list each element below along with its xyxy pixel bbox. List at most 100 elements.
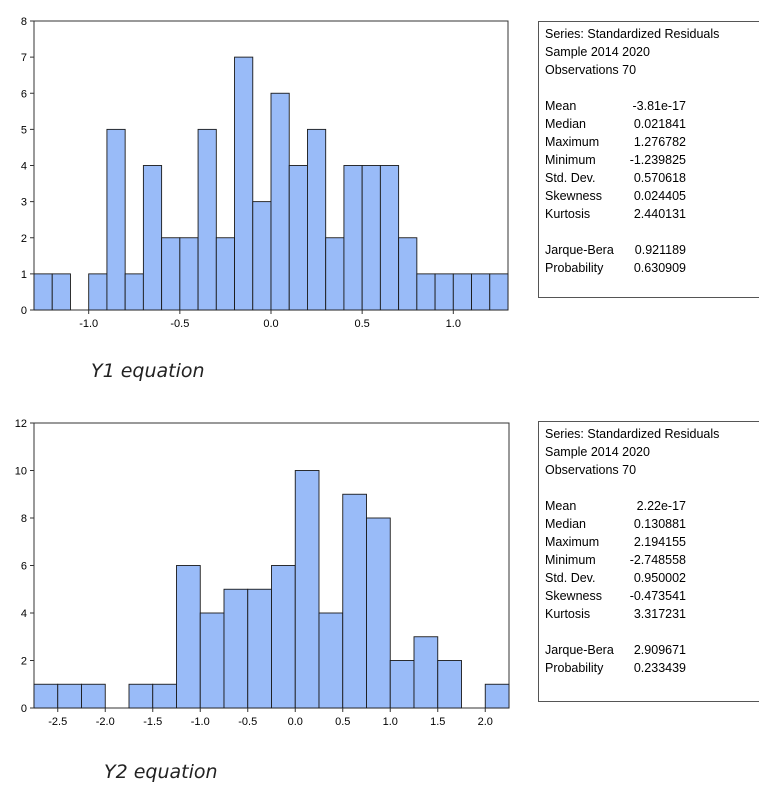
y-tick-label: 10 [15,466,27,478]
x-tick-label: -1.0 [79,318,98,330]
observations-count: Observations 70 [545,63,637,77]
histogram-bar [416,273,436,311]
stat-label: Kurtosis [545,607,591,621]
stat-label: Probability [545,261,604,275]
histogram-bar [252,201,272,311]
stat-label: Maximum [545,535,600,549]
histogram-bar [81,683,106,709]
x-tick-label: 1.0 [383,716,398,728]
x-tick-label: 0.0 [263,318,278,330]
residuals-panel-y2: 0 2 4 6 8 10 12 -2.5 -2.0 -1.5 -1.0 -0.5 0.0 0.5 1.0 1.… [0,392,759,785]
stat-row-std-dev: Std. Dev. 0.950002 [545,569,759,587]
stat-value: -2.748558 [629,553,686,567]
x-tick-label: -2.5 [48,716,67,728]
x-tick-label: 0.5 [335,716,350,728]
stat-value: 2.22e-17 [636,499,686,513]
histogram-bar [33,683,59,709]
histogram-bar [33,273,53,311]
stat-row-jarque-bera: Jarque-Bera 0.921189 [545,241,759,259]
histogram-bar [489,273,509,311]
y-tick-label: 2 [21,656,27,668]
stat-row-probability: Probability 0.233439 [545,659,759,677]
stat-row-kurtosis: Kurtosis 2.440131 [545,205,759,223]
y-tick-label: 0 [21,305,27,317]
stat-value: 2.909671 [633,643,686,657]
stat-value: -0.473541 [629,589,686,603]
stat-value: 0.130881 [633,517,686,531]
sample-range: Sample 2014 2020 [545,45,650,59]
histogram-bar [484,683,510,709]
y-tick-label: 4 [21,161,27,173]
stat-value: 2.194155 [633,535,686,549]
y-tick-label: 0 [21,703,27,715]
histogram-bar [398,237,418,311]
histogram-bar [223,588,249,709]
stat-row-median: Median 0.130881 [545,515,759,533]
stat-row-std-dev: Std. Dev. 0.570618 [545,169,759,187]
histogram-bar [199,612,225,709]
stat-row-jarque-bera: Jarque-Bera 2.909671 [545,641,759,659]
histogram-bar [434,273,454,311]
histogram-bar [361,165,381,311]
sample-range: Sample 2014 2020 [545,445,650,459]
histogram-bar [247,588,272,709]
histogram-bar [124,273,144,311]
y-tick-label: 6 [21,88,27,100]
y-tick-label: 1 [21,269,27,281]
stat-value: 0.921189 [634,243,686,257]
stat-value: 0.021841 [633,117,686,131]
y-tick-label: 2 [21,233,27,245]
histogram-bar [342,493,367,709]
histogram-bar [51,273,71,311]
stat-row-mean: Mean 2.22e-17 [545,497,759,515]
histogram-bar [215,237,235,311]
histogram-bar [413,636,439,709]
stat-label: Std. Dev. [545,571,596,585]
x-tick-label: 0.0 [288,716,303,728]
histogram-bar [437,660,462,709]
x-tick-label: -2.0 [96,716,115,728]
histogram-bar [325,237,345,311]
stat-value: 0.233439 [633,661,686,675]
histogram-bar [452,273,472,311]
stat-value: 3.317231 [633,607,686,621]
stat-label: Maximum [545,135,600,149]
x-tick-label: -0.5 [170,318,189,330]
histogram-bar [343,165,363,311]
stat-row-maximum: Maximum 2.194155 [545,533,759,551]
stat-row-median: Median 0.021841 [545,115,759,133]
stat-label: Std. Dev. [545,171,596,185]
histogram-bar [270,92,290,311]
histogram-bar [318,612,344,709]
stat-row-skewness: Skewness 0.024405 [545,187,759,205]
stat-value: 0.570618 [633,171,686,185]
observations-count: Observations 70 [545,463,637,477]
stat-label: Mean [545,99,577,113]
histogram-bar [389,660,415,709]
histogram-bar [471,273,491,311]
stat-row-mean: Mean -3.81e-17 [545,97,759,115]
stat-value: 0.950002 [633,571,686,585]
x-tick-label: -1.0 [191,716,210,728]
histogram-y2: 0 2 4 6 8 10 12 -2.5 -2.0 -1.5 -1.0 -0.5 0.0 0.5 1.0 1.… [15,418,510,728]
stat-row-minimum: Minimum -1.239825 [545,151,759,169]
stat-label: Minimum [545,553,596,567]
y-tick-label: 7 [21,52,27,64]
histogram-bar [142,165,163,311]
x-tick-label: -1.5 [143,716,162,728]
stat-value: -3.81e-17 [632,99,686,113]
stat-value: 2.440131 [633,207,686,221]
y-tick-label: 12 [15,418,27,430]
stat-value: -1.239825 [629,153,686,167]
series-name: Series: Standardized Residuals [545,427,720,441]
histogram-bar [271,565,296,709]
x-tick-label: 1.0 [446,318,461,330]
stat-label: Mean [545,499,577,513]
stat-value: 0.630909 [633,261,686,275]
stat-label: Skewness [545,589,602,603]
x-tick-label: 1.5 [430,716,445,728]
stat-row-probability: Probability 0.630909 [545,259,759,277]
stats-box-y1: Series: Standardized Residuals Sample 20… [538,21,759,298]
x-tick-label: 0.5 [355,318,370,330]
y-tick-label: 3 [21,197,27,209]
